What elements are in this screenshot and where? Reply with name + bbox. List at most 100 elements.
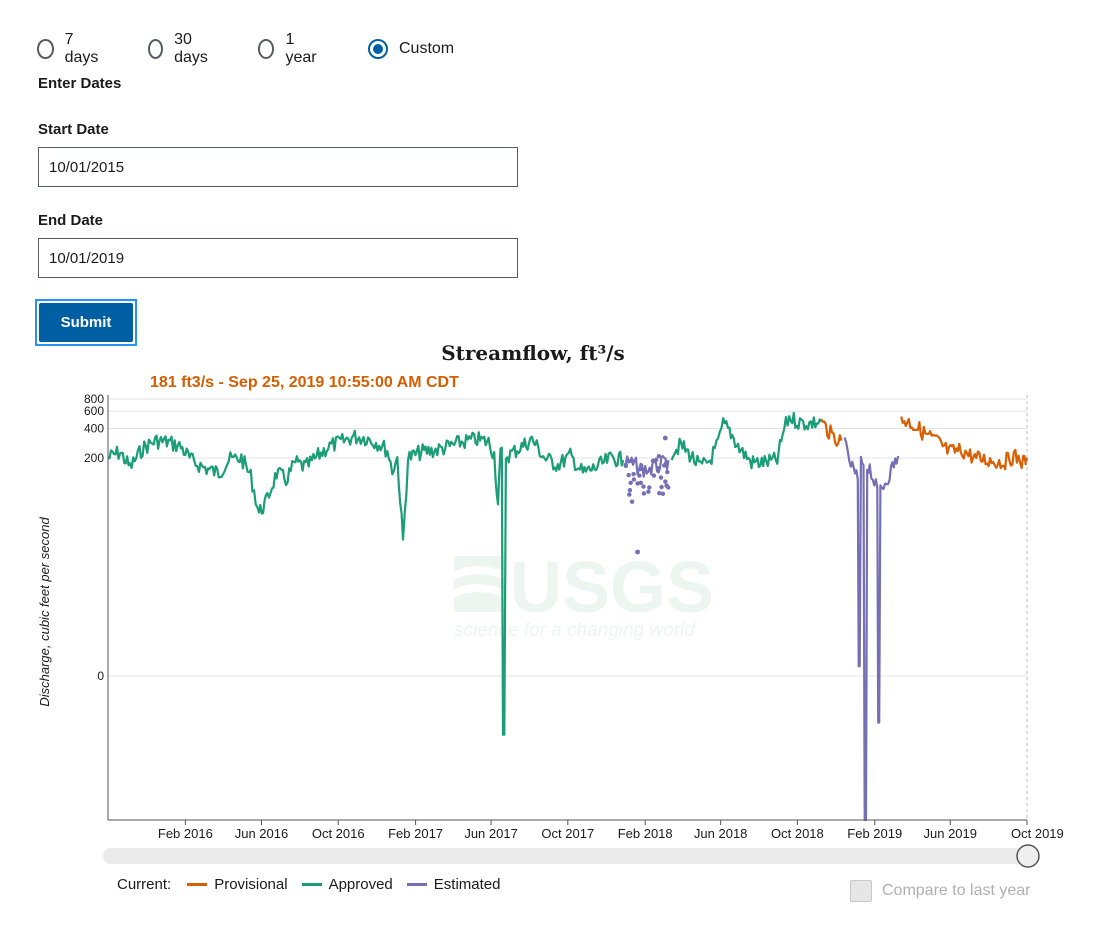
compare-last-year[interactable]: Compare to last year: [850, 880, 1031, 902]
chart-gridlines: [108, 398, 1027, 677]
estimated-point: [631, 477, 637, 482]
end-date-input[interactable]: [38, 238, 518, 278]
cursor-readout: 181 ft3/s - Sep 25, 2019 10:55:00 AM CDT: [150, 374, 459, 391]
submit-button[interactable]: Submit: [35, 299, 137, 346]
chart-title: Streamflow, ft³/s: [441, 341, 625, 365]
usgs-logo-mark: [454, 556, 506, 612]
estimated-point: [628, 458, 634, 463]
radio-1-year[interactable]: 1 year: [258, 31, 320, 66]
estimated-point: [654, 457, 659, 462]
estimated-point: [656, 454, 662, 459]
estimated-point: [637, 473, 642, 478]
estimated-point: [647, 485, 652, 490]
x-tick-label: Oct 2018: [771, 826, 824, 841]
series-line-provisional: [820, 418, 843, 447]
estimated-point: [627, 488, 633, 493]
estimated-point: [651, 473, 657, 478]
x-tick-label: Oct 2019: [1011, 826, 1064, 841]
x-tick-labels: Feb 2016 Jun 2016 Oct 2016 Feb 2017 Jun 2017…: [158, 820, 1064, 841]
x-tick-label: Jun 2017: [464, 826, 518, 841]
series-line-approved: [670, 411, 823, 470]
estimated-point: [629, 499, 635, 504]
estimated-point: [660, 491, 666, 496]
legend-swatch-estimated: [406, 882, 427, 886]
estimated-point: [657, 491, 662, 496]
x-tick-label: Oct 2016: [312, 826, 365, 841]
estimated-point: [623, 463, 628, 469]
time-brush-handle[interactable]: [1016, 844, 1040, 868]
legend-swatch-approved: [301, 882, 322, 886]
radio-label-custom: Custom: [399, 40, 455, 57]
estimated-point: [626, 472, 631, 478]
legend-swatch-provisional: [187, 882, 208, 886]
enter-dates-heading: Enter Dates: [38, 75, 122, 92]
radio-circle-checked[interactable]: [368, 39, 388, 59]
estimated-point: [631, 471, 636, 477]
radio-custom[interactable]: Custom: [368, 35, 454, 63]
radio-label-1-year: 1 year: [285, 31, 317, 66]
x-tick-label: Feb 2019: [847, 826, 902, 841]
legend-item-provisional: Provisional: [187, 875, 288, 893]
radio-circle[interactable]: [258, 39, 275, 59]
estimated-point: [638, 466, 644, 472]
series-line-estimated: [843, 437, 900, 822]
radio-label-30-days: 30 days: [174, 31, 208, 66]
time-brush-track[interactable]: [103, 848, 1028, 864]
y-tick-label: 0: [97, 669, 104, 683]
x-tick-label: Feb 2018: [618, 826, 673, 841]
estimated-point: [658, 475, 664, 480]
x-tick-label: Feb 2017: [388, 826, 443, 841]
end-date-label: End Date: [38, 212, 104, 229]
series-line-provisional: [900, 416, 1029, 471]
start-date-input[interactable]: [38, 147, 518, 187]
estimated-point: [641, 491, 647, 496]
chart-series: [107, 411, 1029, 822]
y-tick-label: 800: [84, 392, 104, 406]
legend-label-provisional: Provisional: [214, 875, 288, 893]
radio-circle[interactable]: [37, 39, 54, 59]
estimated-point: [659, 484, 664, 490]
estimated-points: [623, 435, 671, 555]
legend-label-estimated: Estimated: [433, 875, 501, 893]
radio-30-days[interactable]: 30 days: [148, 31, 213, 66]
compare-label: Compare to last year: [882, 882, 1031, 899]
radio-label-7-days: 7 days: [64, 31, 99, 66]
estimated-point: [663, 479, 668, 484]
x-tick-label: Feb 2016: [158, 826, 213, 841]
estimated-point: [635, 549, 640, 555]
y-tick-label: 400: [84, 421, 104, 435]
estimated-point: [628, 480, 633, 485]
estimated-point: [627, 492, 632, 497]
chart-legend: Current: Provisional Approved Estimated: [117, 874, 514, 894]
y-axis-label: Discharge, cubic feet per second: [37, 517, 52, 707]
x-tick-label: Oct 2017: [541, 826, 594, 841]
x-tick-label: Jun 2019: [924, 826, 978, 841]
usgs-watermark: USGS science for a changing world: [454, 548, 714, 641]
y-tick-label: 600: [84, 404, 104, 418]
x-tick-label: Jun 2018: [694, 826, 748, 841]
compare-checkbox[interactable]: [850, 880, 872, 902]
y-tick-label: 200: [84, 451, 104, 465]
estimated-point: [662, 435, 668, 441]
x-tick-label: Jun 2016: [235, 826, 289, 841]
estimated-point: [638, 480, 643, 485]
series-line-estimated: [624, 455, 670, 478]
usgs-watermark-tagline: science for a changing world: [454, 620, 696, 641]
estimated-point: [665, 469, 670, 475]
start-date-label: Start Date: [38, 121, 109, 138]
legend-item-approved: Approved: [301, 875, 393, 893]
estimated-point: [641, 484, 646, 489]
estimated-point: [655, 466, 661, 471]
radio-circle[interactable]: [148, 39, 164, 59]
radio-7-days[interactable]: 7 days: [37, 31, 102, 66]
estimated-point: [666, 485, 671, 490]
submit-button-label: Submit: [39, 303, 133, 342]
estimated-point: [664, 461, 669, 467]
legend-label-approved: Approved: [328, 875, 393, 893]
estimated-point: [646, 489, 651, 494]
series-line-approved: [107, 429, 625, 736]
legend-item-estimated: Estimated: [406, 875, 501, 893]
legend-title: Current:: [117, 875, 172, 893]
